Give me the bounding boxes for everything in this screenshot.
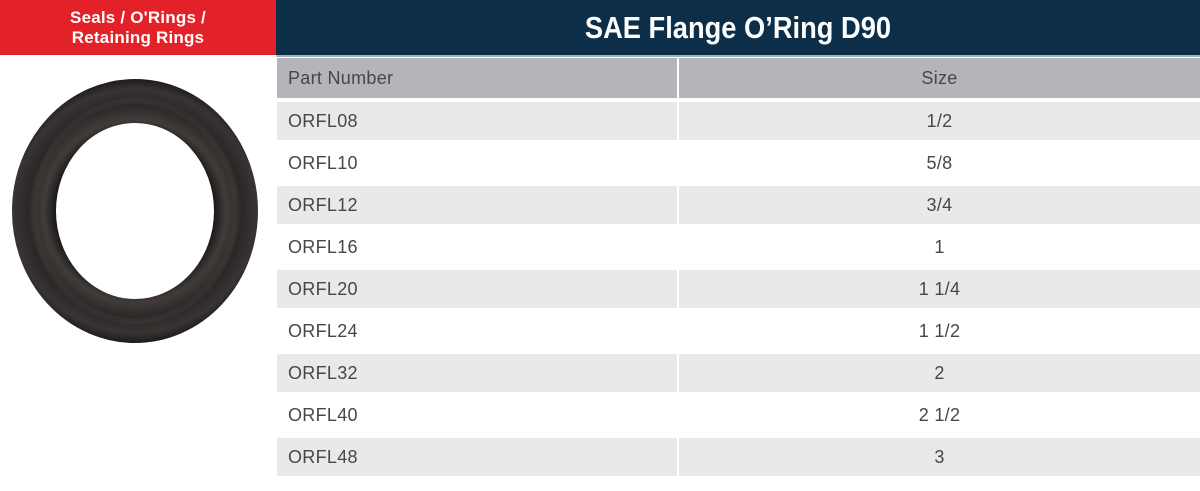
column-header-size: Size [921,67,958,88]
part-number-cell: ORFL12 [277,186,679,224]
table-row: ORFL10 5/8 [277,144,1200,182]
table-body: ORFL08 1/2 ORFL10 5/8 ORFL12 3/4 ORFL16 … [277,102,1200,476]
size-table: Part Number Size ORFL08 1/2 ORFL10 5/8 O… [277,57,1200,491]
size-cell: 1 [934,236,945,257]
oring-product-image [12,79,258,343]
size-cell: 3 [934,446,945,467]
size-cell: 2 [934,362,945,383]
size-cell: 1/2 [926,110,953,131]
top-bar: Seals / O'Rings / Retaining Rings SAE Fl… [0,0,1200,57]
size-cell: 3/4 [926,194,953,215]
part-number-cell: ORFL16 [277,228,679,266]
part-number-cell: ORFL20 [277,270,679,308]
table-row: ORFL12 3/4 [277,186,1200,224]
part-number-cell: ORFL40 [277,396,679,434]
size-cell: 1 1/4 [918,278,961,299]
part-number-cell: ORFL48 [277,438,679,476]
category-banner-line1: Seals / O'Rings / [70,7,206,27]
page-title: SAE Flange O’Ring D90 [584,9,892,45]
category-banner-line2: Retaining Rings [71,27,205,47]
title-underline [276,55,1200,57]
column-header-part-number: Part Number [277,58,679,98]
part-number-cell: ORFL32 [277,354,679,392]
table-header-row: Part Number Size [277,58,1200,98]
product-title-bar-inner: SAE Flange O’Ring D90 [276,0,1200,55]
table-row: ORFL40 2 1/2 [277,396,1200,434]
size-cell: 5/8 [926,152,953,173]
size-cell: 2 1/2 [918,404,961,425]
table-row: ORFL20 1 1/4 [277,270,1200,308]
product-title-bar: SAE Flange O’Ring D90 [276,0,1200,57]
part-number-cell: ORFL08 [277,102,679,140]
table-row: ORFL08 1/2 [277,102,1200,140]
table-row: ORFL24 1 1/2 [277,312,1200,350]
table-row: ORFL16 1 [277,228,1200,266]
content-area: Part Number Size ORFL08 1/2 ORFL10 5/8 O… [0,57,1200,491]
part-number-cell: ORFL24 [277,312,679,350]
part-number-cell: ORFL10 [277,144,679,182]
category-banner[interactable]: Seals / O'Rings / Retaining Rings [0,0,276,55]
table-row: ORFL48 3 [277,438,1200,476]
size-cell: 1 1/2 [918,320,961,341]
table-row: ORFL32 2 [277,354,1200,392]
product-image-panel [0,57,277,491]
